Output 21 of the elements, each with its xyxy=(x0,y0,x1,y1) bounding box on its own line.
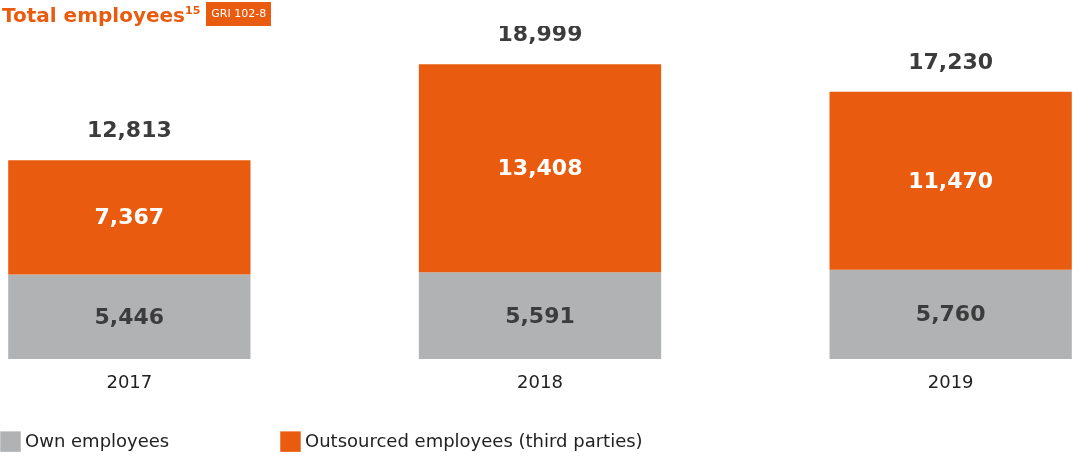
text: GRI 102-8 xyxy=(206,2,272,26)
data-label: 5,760 xyxy=(915,301,986,327)
legend-label: Outsourced employees (third parties) xyxy=(305,429,643,451)
bar xyxy=(418,272,662,359)
data-label: 7,367 xyxy=(94,204,165,230)
bar xyxy=(829,269,1072,359)
bar xyxy=(829,91,1072,270)
data-label: 13,408 xyxy=(497,155,583,181)
chart-title: Total employees$^{15}$ xyxy=(2,2,201,27)
x-tick-label: 2017 xyxy=(106,370,153,392)
legend-label: Own employees xyxy=(25,429,170,451)
total-label: 12,813 xyxy=(86,117,172,143)
data-label: 11,470 xyxy=(908,167,994,193)
total-label: 17,230 xyxy=(908,48,994,74)
x-tick-label: 2018 xyxy=(517,370,563,392)
bar xyxy=(8,274,251,359)
bar xyxy=(418,64,662,273)
data-label: 5,591 xyxy=(505,302,575,328)
data-label: 5,446 xyxy=(94,303,165,329)
bar xyxy=(8,160,251,275)
x-tick-label: 2019 xyxy=(927,370,974,392)
